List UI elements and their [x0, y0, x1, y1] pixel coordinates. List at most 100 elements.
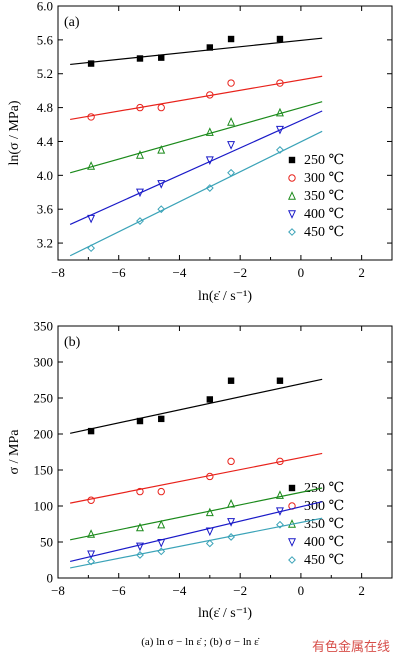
data-point [135, 522, 144, 532]
legend-marker [288, 156, 296, 164]
data-point [276, 520, 284, 529]
series-2 [70, 452, 323, 504]
legend-label: 400 ℃ [304, 207, 344, 222]
fit-line [70, 452, 323, 504]
legend-label: 450 ℃ [304, 225, 344, 240]
x-tick-label: −4 [173, 583, 187, 598]
data-point [87, 427, 95, 435]
y-tick-label: 6.0 [37, 0, 53, 14]
x-tick-label: −8 [51, 265, 65, 280]
data-point [87, 161, 96, 170]
x-axis-label: ln(ε̇ / s⁻¹) [198, 606, 252, 621]
legend-label: 350 ℃ [304, 517, 344, 532]
data-point [87, 529, 96, 538]
data-point [158, 415, 165, 423]
data-point [275, 125, 284, 135]
data-point [136, 551, 144, 559]
data-point [205, 184, 214, 192]
y-tick-label: 200 [34, 427, 54, 442]
legend-marker [288, 191, 296, 200]
y-tick-label: 4.8 [37, 100, 53, 115]
y-tick-label: 50 [40, 535, 53, 550]
y-tick-label: 5.6 [37, 32, 54, 47]
data-point [227, 35, 235, 43]
data-point [205, 527, 214, 537]
watermark: 有色金属在线 [311, 640, 390, 655]
data-point [276, 146, 284, 154]
legend-marker [288, 228, 296, 236]
legend-marker [288, 210, 296, 219]
fit-line [70, 378, 323, 434]
series-4 [69, 110, 323, 225]
y-tick-label: 0 [47, 571, 54, 586]
y-tick-label: 3.2 [37, 236, 53, 251]
data-point [135, 188, 144, 198]
y-tick-label: 250 [34, 391, 54, 406]
data-point [157, 145, 166, 154]
data-point [227, 533, 235, 541]
chart-panel-b: −8 −6 −4 −2 0 2 0 50 100 150 200 250 300 350 ln(ε̇ / s… [7, 319, 393, 621]
data-point [276, 79, 284, 87]
data-point [227, 457, 235, 466]
fit-line [70, 37, 323, 66]
data-point [87, 214, 96, 224]
legend-marker [288, 538, 296, 547]
data-point [227, 168, 235, 177]
legend-label: 300 ℃ [304, 171, 344, 186]
data-point [206, 44, 214, 51]
data-point [205, 127, 214, 136]
panel-label: (b) [64, 335, 81, 350]
data-point [157, 205, 166, 214]
series-2 [70, 75, 323, 121]
data-point [275, 490, 284, 499]
fit-line [70, 75, 323, 121]
series-1 [70, 35, 323, 67]
data-point [87, 550, 96, 560]
legend-label: 450 ℃ [304, 553, 344, 568]
figure-caption: (a) ln σ − ln ε̇ ; (b) σ − ln ε̇ [141, 636, 259, 648]
data-point [136, 55, 144, 62]
x-tick-label: 2 [358, 583, 365, 598]
fit-line [70, 501, 323, 563]
x-tick-label: −6 [112, 583, 126, 598]
data-point [206, 472, 214, 481]
chart-panel-a: −8 −6 −4 −2 0 2 3.2 3.6 4.0 4.4 4.8 5.2 5.6 6.0 ln(ε̇ … [7, 0, 393, 304]
data-point [135, 150, 144, 159]
data-point [227, 79, 235, 87]
y-axis-label: ln(σ / MPa) [7, 100, 22, 165]
data-point [87, 557, 96, 566]
data-point [227, 141, 236, 150]
x-tick-label: −2 [233, 583, 247, 598]
data-point [205, 507, 214, 517]
data-point [157, 519, 166, 529]
data-point [136, 217, 144, 225]
x-tick-label: 0 [298, 583, 305, 598]
data-point [276, 377, 284, 384]
data-point [157, 547, 166, 556]
data-point [136, 487, 144, 496]
data-point [157, 103, 165, 112]
legend-label: 300 ℃ [304, 499, 344, 514]
data-point [87, 60, 95, 67]
series-5 [69, 130, 323, 257]
fit-line [69, 101, 323, 174]
y-tick-label: 150 [34, 463, 54, 478]
x-tick-label: 0 [298, 265, 305, 280]
data-point [227, 498, 236, 508]
fit-line [70, 487, 323, 541]
plot-frame [57, 5, 393, 261]
fit-line [69, 130, 323, 257]
fit-line [69, 110, 323, 225]
data-point [158, 54, 165, 61]
data-point [136, 417, 144, 425]
legend-label: 350 ℃ [304, 189, 344, 204]
data-point [227, 117, 236, 126]
data-point [206, 91, 214, 99]
y-axis-label: σ / MPa [7, 429, 22, 475]
data-point [157, 487, 165, 496]
data-point [135, 542, 144, 552]
plot-frame [57, 325, 393, 579]
data-point [157, 180, 166, 189]
legend-label: 250 ℃ [304, 153, 344, 168]
